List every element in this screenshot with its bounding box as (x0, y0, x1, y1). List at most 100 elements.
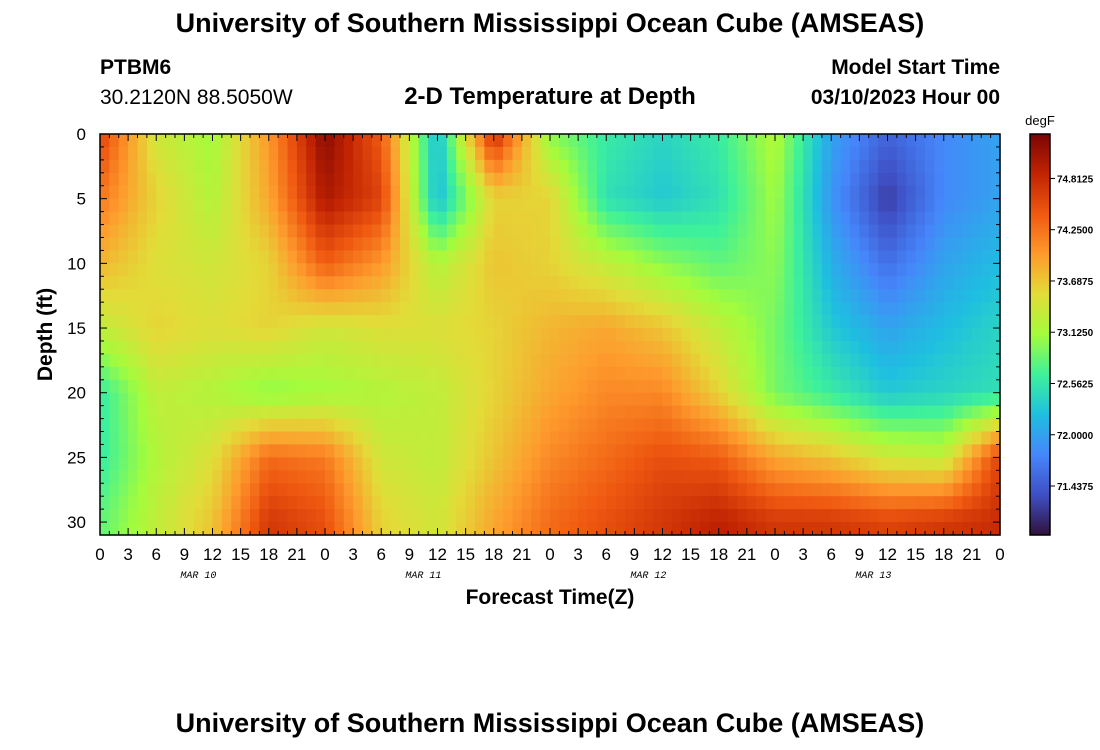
heatmap-cell (259, 431, 270, 446)
heatmap-cell (765, 159, 776, 174)
heatmap-cell (925, 483, 935, 497)
heatmap-cell (971, 366, 982, 381)
heatmap-cell (812, 276, 823, 290)
heatmap-cell (212, 444, 223, 458)
heatmap-cell (306, 470, 317, 484)
heatmap-cell (550, 379, 560, 394)
heatmap-cell (831, 483, 842, 497)
heatmap-cell (503, 237, 514, 252)
heatmap-cell (362, 405, 373, 420)
heatmap-cell (831, 379, 842, 394)
heatmap-cell (896, 211, 907, 226)
heatmap-cell (240, 509, 251, 523)
heatmap-cell (146, 250, 157, 264)
heatmap-cell (175, 522, 185, 536)
heatmap-cell (793, 328, 804, 342)
heatmap-cell (231, 250, 242, 264)
heatmap-cell (943, 457, 954, 471)
heatmap-cell (868, 134, 879, 148)
heatmap-cell (746, 470, 757, 484)
heatmap-cell (371, 146, 382, 161)
heatmap-cell (615, 198, 626, 213)
heatmap-cell (728, 509, 739, 523)
x-tick-label: 6 (377, 545, 386, 564)
heatmap-cell (662, 224, 673, 239)
heatmap-cell (653, 328, 664, 342)
heatmap-cell (971, 496, 982, 510)
heatmap-cell (400, 431, 410, 446)
heatmap-cell (568, 444, 579, 458)
heatmap-cell (990, 405, 1001, 420)
heatmap-cell (812, 366, 823, 381)
heatmap-cell (775, 263, 785, 277)
heatmap-cell (568, 366, 579, 381)
heatmap-cell (118, 211, 129, 226)
heatmap-cell (662, 405, 673, 420)
heatmap-cell (165, 263, 176, 277)
heatmap-cell (315, 263, 326, 277)
x-tick-label: 18 (709, 545, 728, 564)
heatmap-cell (756, 470, 767, 484)
heatmap-cell (775, 431, 785, 446)
heatmap-cell (578, 392, 589, 407)
heatmap-cell (334, 444, 345, 458)
heatmap-cell (221, 379, 232, 394)
heatmap-cell (146, 496, 157, 510)
heatmap-cell (100, 198, 110, 213)
heatmap-cell (915, 379, 926, 394)
heatmap-cell (850, 198, 860, 213)
heatmap-cell (409, 457, 420, 471)
heatmap-cell (456, 185, 467, 200)
heatmap-cell (306, 522, 317, 536)
heatmap-cell (643, 289, 654, 303)
heatmap-cell (812, 134, 823, 148)
heatmap-cell (165, 250, 176, 264)
heatmap-cell (184, 392, 195, 407)
heatmap-cell (381, 302, 392, 316)
heatmap-cell (990, 211, 1001, 226)
heatmap-cell (221, 224, 232, 239)
heatmap-cell (343, 224, 354, 239)
date-label: MAR 10 (180, 571, 216, 582)
heatmap-cell (550, 302, 560, 316)
heatmap-cell (240, 146, 251, 161)
heatmap-cell (681, 405, 692, 420)
heatmap-cell (231, 134, 242, 148)
heatmap-cell (990, 470, 1001, 484)
heatmap-cell (156, 444, 167, 458)
heatmap-cell (831, 224, 842, 239)
heatmap-cell (615, 315, 626, 329)
heatmap-cell (915, 457, 926, 471)
heatmap-cell (765, 496, 776, 510)
heatmap-cell (831, 366, 842, 381)
heatmap-cell (606, 159, 617, 174)
heatmap-cell (371, 405, 382, 420)
heatmap-cell (756, 418, 767, 433)
heatmap-cell (521, 185, 532, 200)
heatmap-cell (859, 198, 870, 213)
y-tick-label: 0 (77, 125, 86, 144)
heatmap-cell (568, 340, 579, 355)
heatmap-cell (793, 366, 804, 381)
heatmap-cell (671, 470, 682, 484)
heatmap-cell (259, 198, 270, 213)
heatmap-cell (615, 483, 626, 497)
heatmap-cell (193, 496, 204, 510)
heatmap-cell (906, 353, 917, 368)
heatmap-cell (212, 211, 223, 226)
heatmap-cell (493, 185, 504, 200)
heatmap-cell (521, 444, 532, 458)
heatmap-cell (512, 211, 523, 226)
heatmap-cell (578, 211, 589, 226)
heatmap-cell (653, 237, 664, 252)
heatmap-cell (287, 444, 298, 458)
heatmap-cell (184, 276, 195, 290)
heatmap-cell (550, 172, 560, 187)
heatmap-cell (756, 353, 767, 368)
heatmap-cell (746, 302, 757, 316)
heatmap-cell (503, 418, 514, 433)
heatmap-cell (906, 405, 917, 420)
heatmap-cell (512, 444, 523, 458)
heatmap-cell (812, 289, 823, 303)
heatmap-cell (240, 185, 251, 200)
